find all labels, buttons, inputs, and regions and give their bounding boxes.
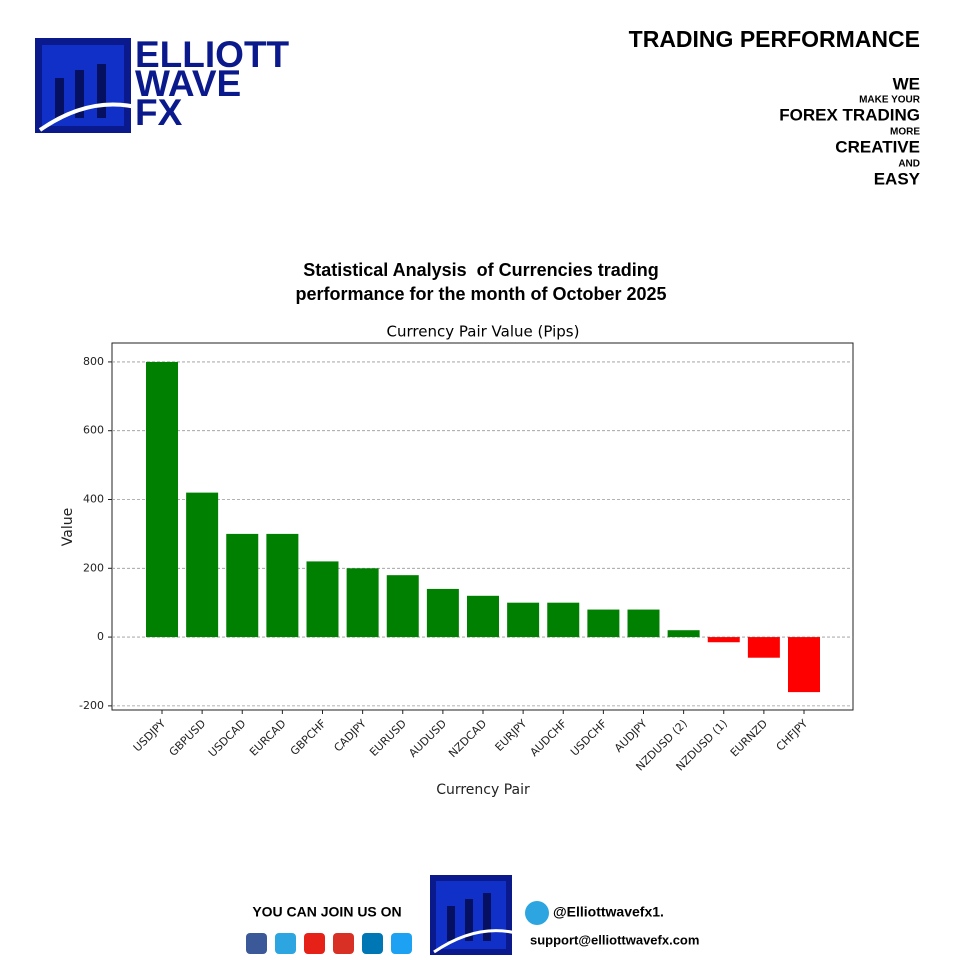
x-tick-label: CADJPY [331, 717, 369, 755]
bar [426, 588, 459, 638]
chart-title: Currency Pair Value (Pips) [387, 323, 580, 341]
x-tick-label: EURCAD [247, 717, 289, 759]
tagline: MORE [890, 127, 920, 138]
footer-logo [430, 875, 521, 955]
x-axis-label: Currency Pair [436, 782, 530, 798]
y-tick-label: 600 [83, 424, 104, 437]
chart: Currency Pair Value (Pips) Currency Pair… [60, 323, 854, 798]
telegram-icon [525, 901, 549, 925]
x-tick-label: EURNZD [728, 717, 770, 759]
x-tick-label: USDJPY [131, 717, 169, 755]
x-tick-label: EURJPY [493, 717, 530, 754]
logo: ELLIOTT WAVE FX [35, 34, 290, 133]
y-tick-label: 800 [83, 355, 104, 368]
tagline: CREATIVE [835, 137, 920, 156]
social-icons [246, 933, 412, 954]
bar [346, 568, 379, 638]
bar [707, 637, 740, 643]
bar [507, 602, 540, 638]
y-tick-label: 200 [83, 561, 104, 574]
x-tick-label: GBPCHF [288, 717, 329, 758]
bar [747, 637, 780, 658]
x-tick-label: GBPUSD [166, 717, 208, 759]
tagline: AND [898, 159, 920, 170]
bar [386, 575, 419, 638]
y-axis-label: Value [60, 508, 76, 546]
plot-area [111, 342, 854, 711]
bar [146, 361, 178, 638]
bar [467, 595, 499, 638]
bar [186, 492, 219, 638]
bar [266, 533, 299, 638]
bar [587, 609, 620, 638]
x-tick-label: EURUSD [367, 717, 409, 759]
x-tick-label: USDCAD [206, 717, 249, 760]
bar [547, 602, 580, 638]
tagline: EASY [874, 169, 921, 188]
bar [306, 561, 339, 638]
y-tick-label: -200 [79, 699, 104, 712]
logo-text: WAVE [135, 63, 241, 104]
bar [667, 630, 700, 638]
tagline: FOREX TRADING [779, 105, 920, 124]
y-tick-label: 400 [83, 492, 104, 505]
x-tick-label: AUDCHF [528, 717, 570, 759]
tagline: MAKE YOUR [859, 95, 921, 106]
heading: Statistical Analysis of Currencies tradi… [303, 260, 658, 280]
logo-text: ELLIOTT [135, 34, 290, 75]
bar [627, 609, 660, 638]
x-tick-label: CHFJPY [774, 717, 811, 754]
tagline: WE [893, 74, 920, 93]
heading: performance for the month of October 202… [295, 284, 666, 304]
logo-text: FX [135, 92, 183, 133]
x-tick-label: NZDCAD [446, 717, 489, 760]
bar [788, 637, 820, 693]
email: support@elliottwavefx.com [530, 932, 699, 947]
bar [226, 533, 259, 638]
join-text: YOU CAN JOIN US ON [252, 904, 401, 920]
telegram-handle: @Elliottwavefx1. [553, 904, 664, 920]
x-tick-label: AUDJPY [612, 717, 650, 755]
y-tick-label: 0 [97, 630, 104, 643]
x-tick-label: USDCHF [568, 717, 610, 759]
page-title: TRADING PERFORMANCE [629, 26, 920, 52]
x-tick-label: AUDUSD [406, 717, 449, 760]
